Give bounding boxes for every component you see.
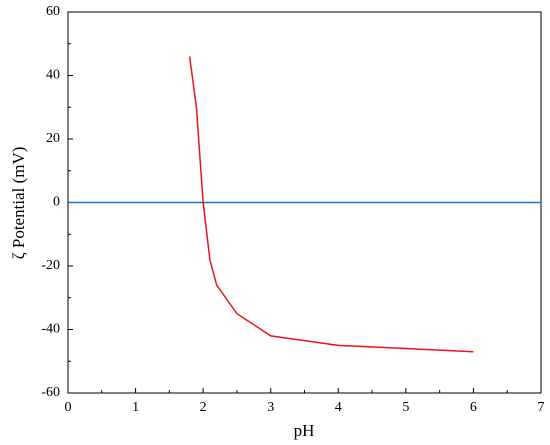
y-axis-title: ζ Potential (mV): [9, 147, 28, 260]
y-tick-label: 0: [53, 195, 60, 210]
x-tick-label: 3: [267, 400, 274, 415]
x-tick-label: 1: [132, 400, 139, 415]
x-tick-label: 4: [335, 400, 342, 415]
x-tick-label: 0: [65, 400, 72, 415]
y-tick-label: 20: [46, 131, 60, 146]
y-tick-label: -40: [41, 322, 60, 337]
data-line: [188, 56, 474, 353]
x-tick-label: 7: [538, 400, 545, 415]
x-axis-title: pH: [294, 421, 315, 440]
x-tick-label: 6: [470, 400, 477, 415]
y-tick-label: -20: [41, 258, 60, 273]
x-tick-label: 5: [402, 400, 409, 415]
y-tick-label: 40: [46, 68, 60, 83]
x-tick-label: 2: [200, 400, 207, 415]
y-tick-label: 60: [46, 4, 60, 19]
y-tick-label: -60: [41, 385, 60, 400]
